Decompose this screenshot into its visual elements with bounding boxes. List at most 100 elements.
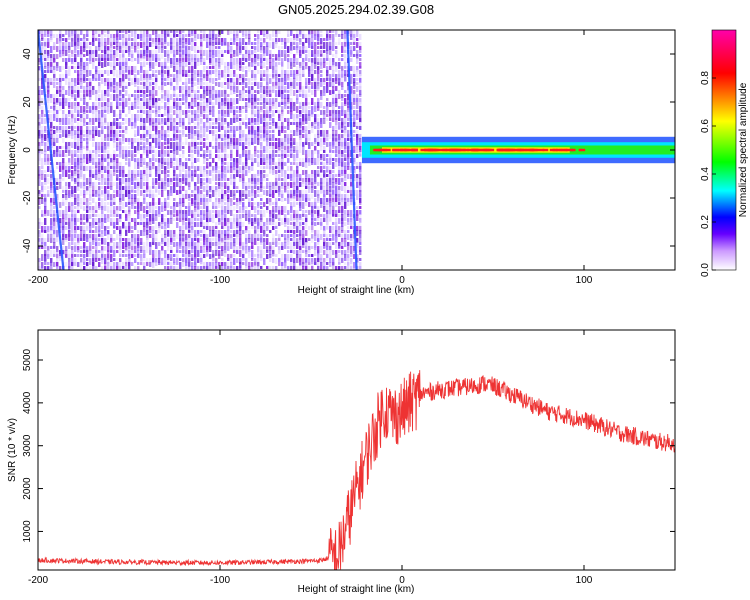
noise-cell [140,30,143,34]
noise-cell [131,94,134,97]
noise-cell [227,74,230,77]
noise-cell [188,38,191,45]
noise-cell [182,102,185,105]
noise-cell [158,54,161,61]
noise-cell [329,90,332,95]
noise-cell [338,246,341,249]
noise-cell [215,174,218,178]
noise-cell [155,138,158,145]
noise-cell [173,230,176,237]
noise-cell [119,254,122,257]
noise-cell [122,202,125,209]
noise-cell [230,82,233,87]
noise-cell [296,42,299,48]
noise-cell [203,170,206,177]
noise-cell [314,250,317,256]
noise-cell [134,226,137,230]
noise-cell [293,262,296,266]
noise-cell [281,46,284,49]
noise-cell [239,158,242,165]
noise-cell [191,30,194,36]
noise-cell [194,102,197,107]
noise-cell [74,38,77,45]
noise-cell [62,130,65,137]
noise-cell [146,106,149,109]
noise-cell [62,150,65,157]
noise-cell [338,254,341,261]
noise-cell [122,38,125,45]
noise-cell [176,150,179,155]
noise-cell [191,158,194,164]
noise-cell [107,210,110,213]
noise-cell [164,34,167,38]
noise-cell [47,34,50,37]
noise-cell [197,54,200,60]
noise-cell [68,226,71,232]
noise-cell [95,102,98,108]
noise-cell [71,174,74,181]
noise-cell [335,98,338,103]
noise-cell [314,198,317,202]
noise-cell [170,258,173,261]
noise-cell [152,62,155,69]
noise-cell [125,246,128,251]
noise-cell [77,206,80,212]
noise-cell [218,54,221,60]
noise-cell [242,82,245,85]
noise-cell [254,110,257,117]
noise-cell [170,38,173,44]
noise-cell [173,242,176,247]
noise-cell [308,182,311,189]
noise-cell [314,62,317,69]
noise-cell [176,70,179,74]
noise-cell [284,262,287,268]
noise-cell [140,178,143,182]
noise-cell [323,186,326,192]
noise-cell [53,218,56,222]
noise-cell [326,30,329,37]
noise-cell [215,238,218,243]
noise-cell [266,58,269,65]
noise-cell [245,138,248,145]
noise-cell [266,182,269,187]
noise-cell [239,234,242,238]
noise-cell [77,34,80,40]
noise-cell [203,238,206,245]
noise-cell [284,70,287,75]
noise-cell [167,78,170,81]
noise-cell [230,106,233,113]
noise-cell [200,202,203,205]
noise-cell [254,238,257,245]
noise-cell [119,130,122,133]
noise-cell [296,242,299,249]
noise-cell [326,174,329,177]
noise-cell [119,250,122,257]
noise-cell [71,258,74,265]
noise-cell [38,198,41,205]
noise-cell [335,138,338,145]
noise-cell [41,190,44,194]
noise-cell [326,238,329,241]
noise-cell [71,122,74,126]
noise-cell [293,102,296,106]
noise-cell [143,222,146,227]
noise-cell [236,94,239,97]
noise-cell [122,94,125,98]
noise-cell [221,82,224,88]
noise-cell [227,106,230,110]
noise-cell [185,258,188,263]
noise-cell [338,106,341,109]
noise-cell [230,262,233,268]
noise-cell [284,214,287,221]
noise-cell [224,98,227,104]
noise-cell [173,202,176,207]
noise-cell [167,130,170,133]
noise-cell [338,242,341,248]
noise-cell [104,230,107,236]
noise-cell [80,202,83,209]
noise-cell [41,158,44,163]
noise-cell [311,82,314,86]
noise-cell [47,238,50,242]
noise-cell [122,254,125,257]
noise-cell [134,206,137,209]
